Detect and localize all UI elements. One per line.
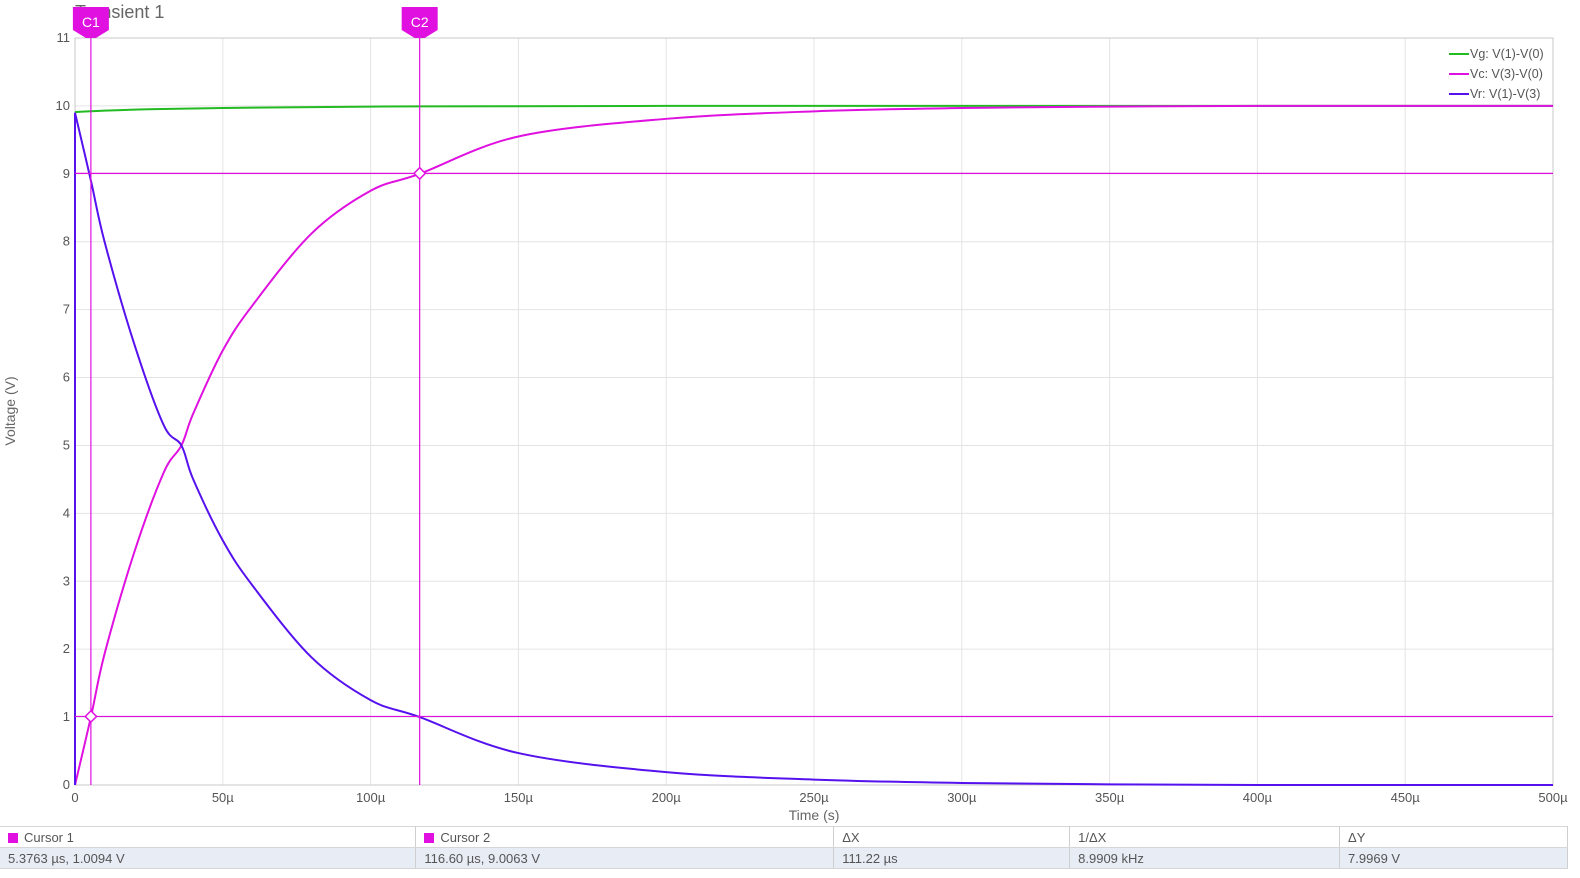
y-tick-label: 11 — [57, 30, 71, 45]
x-tick-label: 350µ — [1095, 790, 1125, 805]
cursor1-header[interactable]: Cursor 1 — [0, 826, 417, 848]
cursor2-swatch — [424, 832, 435, 843]
dy-value: 7.9969 V — [1339, 847, 1568, 869]
dy-header: ΔY — [1339, 826, 1568, 848]
y-tick-label: 0 — [63, 777, 70, 792]
y-axis-ticks: 0 1 2 3 4 5 6 7 8 9 10 11 — [56, 30, 70, 792]
x-axis-ticks: 0 50µ 100µ 150µ 200µ 250µ 300µ 350µ 400µ 450µ 500µ — [71, 790, 1568, 805]
cursor-handle[interactable] — [401, 7, 438, 38]
legend-entry: Vr: V(1)-V(3) — [1470, 87, 1540, 101]
y-axis-label: Voltage (V) — [2, 376, 18, 445]
y-tick-label: 8 — [63, 234, 70, 249]
x-tick-label: 0 — [71, 790, 78, 805]
cursor-marker — [84, 709, 98, 724]
cursor2-label: Cursor 2 — [440, 829, 491, 845]
x-axis-label: Time (s) — [789, 807, 840, 823]
cursor1-value: 5.3763 µs, 1.0094 V — [0, 847, 417, 869]
cursor1-swatch — [8, 832, 18, 843]
cursor-handle[interactable] — [72, 7, 109, 38]
cursor2-value: 116.60 µs, 9.0063 V — [415, 847, 835, 869]
y-tick-label: 9 — [63, 166, 70, 181]
cursor-handle-label: C1 — [82, 14, 100, 30]
x-tick-label: 500µ — [1538, 790, 1568, 805]
cursor-readout-table: Cursor 1 Cursor 2 ΔX 1/ΔX ΔY 5.3763 µs, … — [0, 826, 1568, 869]
y-tick-label: 6 — [63, 370, 70, 385]
cursor2-header[interactable]: Cursor 2 — [415, 826, 835, 848]
inv-dx-value: 8.9909 kHz — [1069, 847, 1341, 869]
y-tick-label: 3 — [63, 573, 70, 588]
x-tick-label: 200µ — [652, 790, 682, 805]
y-tick-label: 1 — [63, 709, 70, 724]
y-tick-label: 5 — [63, 437, 70, 452]
cursor-table-header: Cursor 1 Cursor 2 ΔX 1/ΔX ΔY — [0, 826, 1568, 848]
x-tick-label: 450µ — [1391, 790, 1421, 805]
cursor-marker — [412, 166, 427, 181]
dx-value: 111.22 µs — [833, 847, 1071, 869]
legend-entry: Vg: V(1)-V(0) — [1470, 47, 1544, 61]
y-tick-label: 7 — [63, 302, 70, 317]
cursor1-label: Cursor 1 — [24, 829, 74, 845]
x-tick-label: 50µ — [212, 790, 234, 805]
cursor-lines[interactable]: C1 C2 — [72, 7, 1553, 785]
dx-header: ΔX — [833, 826, 1071, 848]
x-tick-label: 300µ — [947, 790, 977, 805]
legend-entry: Vc: V(3)-V(0) — [1470, 67, 1543, 81]
inv-dx-header: 1/ΔX — [1069, 826, 1341, 848]
y-tick-label: 10 — [56, 98, 70, 113]
x-tick-label: 400µ — [1243, 790, 1273, 805]
cursor-handle-label: C2 — [411, 14, 429, 30]
legend: Vg: V(1)-V(0) Vc: V(3)-V(0) Vr: V(1)-V(3) — [1449, 47, 1544, 101]
x-tick-label: 150µ — [504, 790, 534, 805]
grid-lines — [74, 37, 1554, 786]
x-tick-label: 250µ — [799, 790, 829, 805]
y-tick-label: 4 — [63, 505, 70, 520]
x-tick-label: 100µ — [356, 790, 386, 805]
y-tick-label: 2 — [63, 641, 70, 656]
cursor-table-values: 5.3763 µs, 1.0094 V 116.60 µs, 9.0063 V … — [0, 847, 1568, 869]
